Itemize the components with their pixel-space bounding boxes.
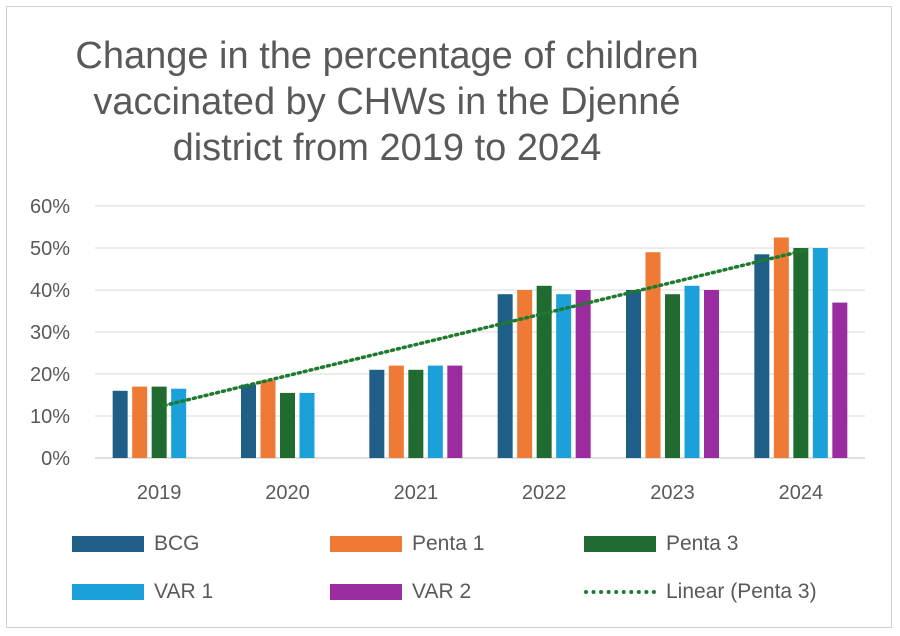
bar-var-2-2022: [575, 290, 591, 458]
legend-item-penta-3: Penta 3: [584, 530, 738, 558]
legend-swatch-penta-1: [330, 536, 402, 552]
bar-penta-3-2019: [151, 386, 167, 458]
y-axis: 0% 10% 20% 30% 40% 50% 60%: [30, 196, 70, 470]
y-tick-label: 50%: [30, 238, 70, 260]
legend-item-var-1: VAR 1: [72, 578, 213, 606]
bar-var-1-2024: [812, 248, 828, 458]
trendline: [162, 248, 808, 408]
chart-title: Change in the percentage of children vac…: [75, 35, 699, 169]
legend-label-var-1: VAR 1: [154, 580, 214, 603]
bar-bcg-2022: [497, 294, 513, 458]
legend-item-bcg: BCG: [72, 530, 200, 558]
chart-frame: Change in the percentage of children vac…: [6, 6, 892, 628]
legend-label-var-2: VAR 2: [412, 580, 472, 603]
bars: [112, 237, 848, 458]
legend-swatch-var-1: [72, 584, 144, 600]
x-tick-label: 2020: [265, 482, 310, 504]
legend-label-penta-1: Penta 1: [412, 532, 485, 555]
legend-label-penta-3: Penta 3: [666, 532, 739, 555]
bar-bcg-2020: [241, 384, 256, 458]
bar-var-1-2020: [299, 392, 315, 458]
legend-label-bcg: BCG: [154, 532, 200, 555]
bar-var-1-2023: [684, 285, 700, 458]
x-tick-label: 2022: [522, 482, 567, 504]
bar-var-1-2019: [171, 388, 187, 458]
bar-penta-1-2019: [132, 386, 148, 458]
bar-bcg-2019: [112, 390, 128, 458]
bar-var-1-2021: [427, 365, 443, 458]
bar-penta-1-2020: [260, 380, 276, 458]
x-tick-label: 2019: [137, 482, 182, 504]
bar-bcg-2023: [626, 290, 641, 458]
y-tick-label: 60%: [30, 196, 70, 218]
bar-var-2-2024: [832, 302, 848, 458]
bar-var-2-2021: [447, 365, 463, 458]
x-axis: 2019 2020 2021 2022 2023 2024: [137, 482, 823, 504]
y-tick-label: 30%: [30, 322, 70, 344]
x-tick-label: 2024: [779, 482, 824, 504]
bar-penta-1-2022: [517, 290, 533, 458]
x-tick-label: 2023: [650, 482, 695, 504]
bar-penta-3-2020: [280, 392, 295, 458]
legend-swatch-bcg: [72, 536, 144, 552]
y-tick-label: 20%: [30, 364, 70, 386]
legend-swatch-trendline: [584, 590, 656, 594]
bar-penta-3-2024: [793, 248, 809, 458]
bar-penta-1-2021: [388, 365, 404, 458]
legend-label-trendline: Linear (Penta 3): [666, 580, 817, 603]
gridlines: [95, 205, 865, 459]
bar-bcg-2024: [754, 254, 770, 458]
bar-penta-3-2023: [665, 294, 680, 458]
legend-swatch-penta-3: [584, 536, 656, 552]
bar-var-1-2022: [556, 294, 572, 458]
legend-item-var-2: VAR 2: [330, 578, 471, 606]
bar-var-2-2023: [704, 290, 719, 458]
x-tick-label: 2021: [394, 482, 439, 504]
bar-bcg-2021: [369, 369, 385, 458]
legend-item-linear-penta-3: Linear (Penta 3): [584, 578, 817, 606]
y-tick-label: 40%: [30, 280, 70, 302]
legend-swatch-var-2: [330, 584, 402, 600]
legend-item-penta-1: Penta 1: [330, 530, 484, 558]
bar-penta-3-2021: [408, 369, 424, 458]
bar-penta-1-2023: [645, 252, 661, 458]
y-tick-label: 10%: [30, 406, 70, 428]
y-tick-label: 0%: [41, 448, 70, 470]
bar-penta-1-2024: [773, 237, 789, 458]
trendline-group: [162, 248, 808, 408]
bar-penta-3-2022: [536, 285, 552, 458]
